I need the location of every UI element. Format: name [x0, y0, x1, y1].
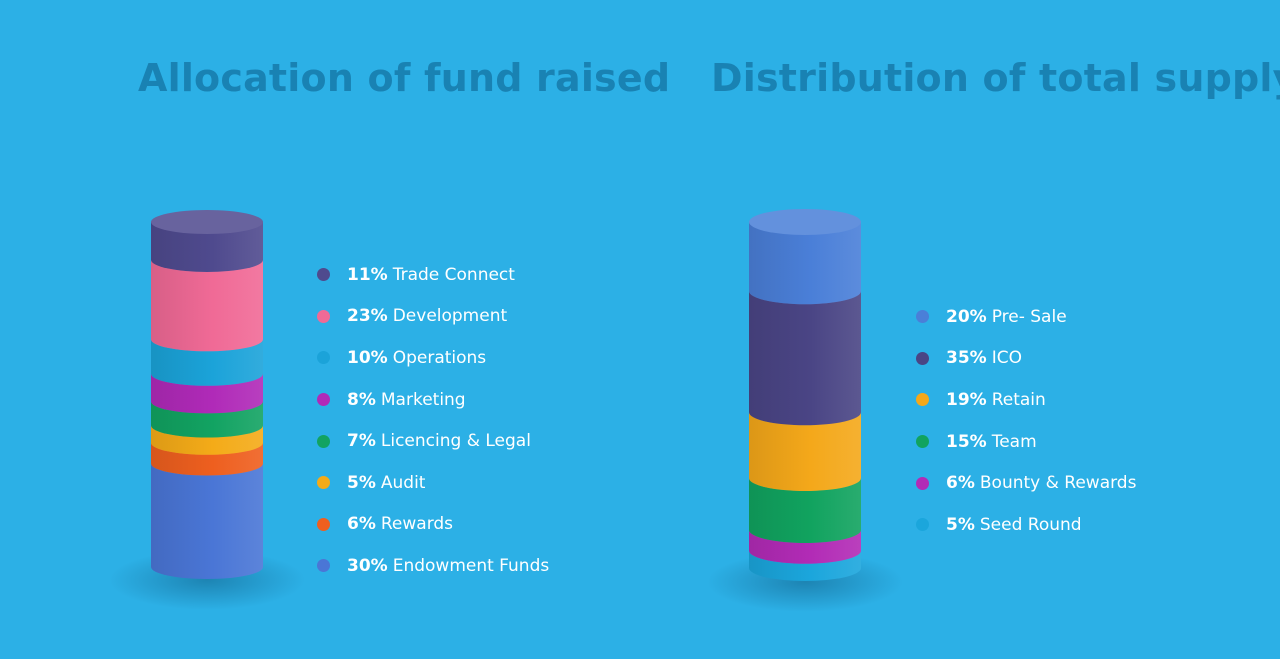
- legend-label: Operations: [392, 347, 487, 368]
- legend-label: Endowment Funds: [392, 555, 550, 576]
- legend-item: 5% Audit: [317, 462, 549, 504]
- stack-segment-pre-sale: [749, 209, 861, 305]
- stack-segment-trade-connect: [151, 210, 263, 272]
- legend-item: 7% Licencing & Legal: [317, 420, 549, 462]
- legend-item: 6% Rewards: [317, 504, 549, 546]
- legend-label: Team: [991, 431, 1037, 452]
- legend-item: 35% ICO: [916, 338, 1136, 380]
- chart-title: Allocation of fund raised: [138, 56, 671, 100]
- legend-dot-icon: [317, 309, 330, 323]
- legend-percent: 5%: [347, 472, 376, 493]
- legend-dot-icon: [317, 268, 330, 282]
- legend-dot-icon: [317, 393, 330, 407]
- legend-item: 20% Pre- Sale: [916, 296, 1136, 338]
- legend-label: Licencing & Legal: [380, 431, 531, 452]
- legend-percent: 19%: [946, 389, 987, 410]
- legend-percent: 30%: [347, 555, 388, 576]
- legend-label: Bounty & Rewards: [979, 473, 1137, 494]
- legend-percent: 15%: [946, 431, 987, 452]
- legend-item: 8% Marketing: [317, 379, 549, 421]
- legend-dot-icon: [916, 435, 929, 449]
- legend-label: Rewards: [380, 514, 454, 535]
- legend-label: Audit: [380, 472, 426, 493]
- legend-dot-icon: [317, 351, 330, 365]
- legend-percent: 20%: [946, 306, 987, 327]
- legend: 11% Trade Connect 23% Development 10% Operati…: [317, 254, 549, 587]
- fund-allocation-chart: Allocation of fund raised 11% Trade Conne…: [109, 56, 670, 610]
- legend-item: 23% Development: [317, 296, 549, 338]
- legend-dot-icon: [916, 351, 929, 365]
- legend: 20% Pre- Sale 35% ICO 19% Retain 15% Team 6% Boun…: [916, 296, 1136, 546]
- legend-label: Marketing: [380, 389, 466, 410]
- legend-dot-icon: [317, 476, 330, 490]
- legend-percent: 6%: [946, 473, 975, 494]
- legend-item: 19% Retain: [916, 379, 1136, 421]
- legend-dot-icon: [317, 517, 330, 531]
- supply-distribution-chart: Distribution of total supply 20% Pre- Sal…: [640, 0, 1280, 659]
- legend-dot-icon: [317, 434, 330, 448]
- cylinder-stack: [109, 210, 305, 610]
- legend-percent: 35%: [946, 348, 987, 369]
- legend-percent: 7%: [347, 431, 376, 452]
- legend-label: Retain: [991, 389, 1046, 410]
- chart-title: Distribution of total supply: [711, 56, 1280, 100]
- legend-item: 6% Bounty & Rewards: [916, 462, 1136, 504]
- legend-percent: 8%: [347, 389, 376, 410]
- legend-item: 15% Team: [916, 421, 1136, 463]
- legend-dot-icon: [916, 393, 929, 407]
- legend-label: Development: [392, 306, 508, 327]
- legend-percent: 5%: [946, 514, 975, 535]
- legend-item: 11% Trade Connect: [317, 254, 549, 296]
- legend-dot-icon: [916, 476, 929, 490]
- legend-dot-icon: [916, 518, 929, 532]
- legend-percent: 23%: [347, 306, 388, 327]
- legend-dot-icon: [916, 310, 929, 324]
- legend-label: Trade Connect: [392, 264, 515, 285]
- cylinder-stack: [707, 209, 903, 612]
- legend-percent: 11%: [347, 264, 388, 285]
- legend-percent: 10%: [347, 347, 388, 368]
- legend-label: Seed Round: [979, 514, 1082, 535]
- legend-label: Pre- Sale: [991, 306, 1067, 327]
- legend-percent: 6%: [347, 514, 376, 535]
- legend-dot-icon: [317, 559, 330, 573]
- legend-item: 5% Seed Round: [916, 504, 1136, 546]
- legend-item: 30% Endowment Funds: [317, 545, 549, 587]
- legend-item: 10% Operations: [317, 337, 549, 379]
- legend-label: ICO: [991, 348, 1022, 369]
